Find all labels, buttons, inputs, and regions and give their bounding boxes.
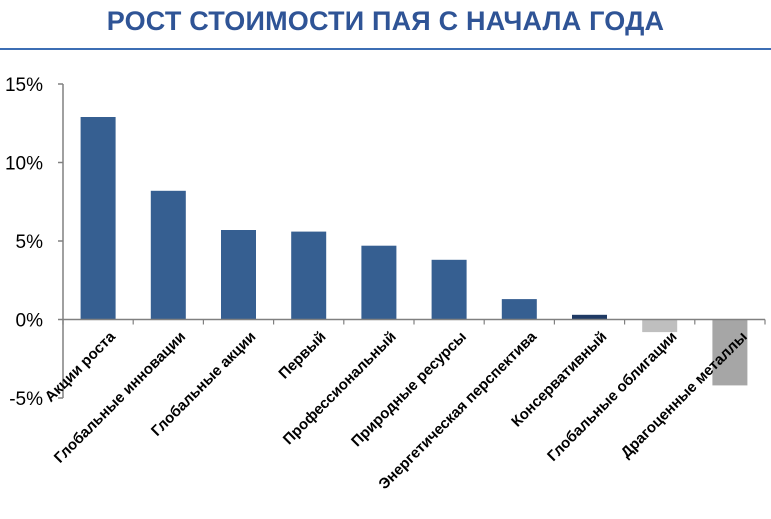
bar-2 (150, 190, 186, 320)
bars-group (80, 117, 748, 386)
title-divider (0, 48, 771, 50)
category-label: Акции роста (42, 328, 120, 406)
y-tick-label: 0% (16, 311, 44, 332)
y-tick-label: 15% (5, 75, 43, 96)
y-tick-label: 10% (5, 154, 43, 175)
category-label: Драгоценные металлы (618, 328, 751, 461)
category-label: Природные ресурсы (348, 328, 470, 450)
bar-4 (291, 231, 327, 320)
chart-title: РОСТ СТОИМОСТИ ПАЯ С НАЧАЛА ГОДА (106, 6, 665, 36)
category-label: Профессиональный (280, 328, 400, 448)
bar-5 (361, 245, 397, 320)
y-tick-labels: -5% 0% 5% 10% 15% (5, 75, 43, 410)
bar-1 (80, 117, 116, 320)
axes-group (58, 83, 766, 399)
bar-9 (642, 319, 678, 333)
y-tick-label: 5% (16, 232, 44, 253)
bar-6 (431, 259, 467, 320)
bar-7 (501, 299, 537, 320)
y-tick-label: -5% (9, 389, 43, 410)
category-label: Глобальные инновации (51, 328, 189, 466)
bar-8 (572, 314, 607, 320)
bar-3 (221, 230, 256, 320)
bar-10 (712, 319, 748, 386)
category-label: Первый (275, 328, 329, 382)
category-label: Глобальные облигации (544, 328, 681, 465)
